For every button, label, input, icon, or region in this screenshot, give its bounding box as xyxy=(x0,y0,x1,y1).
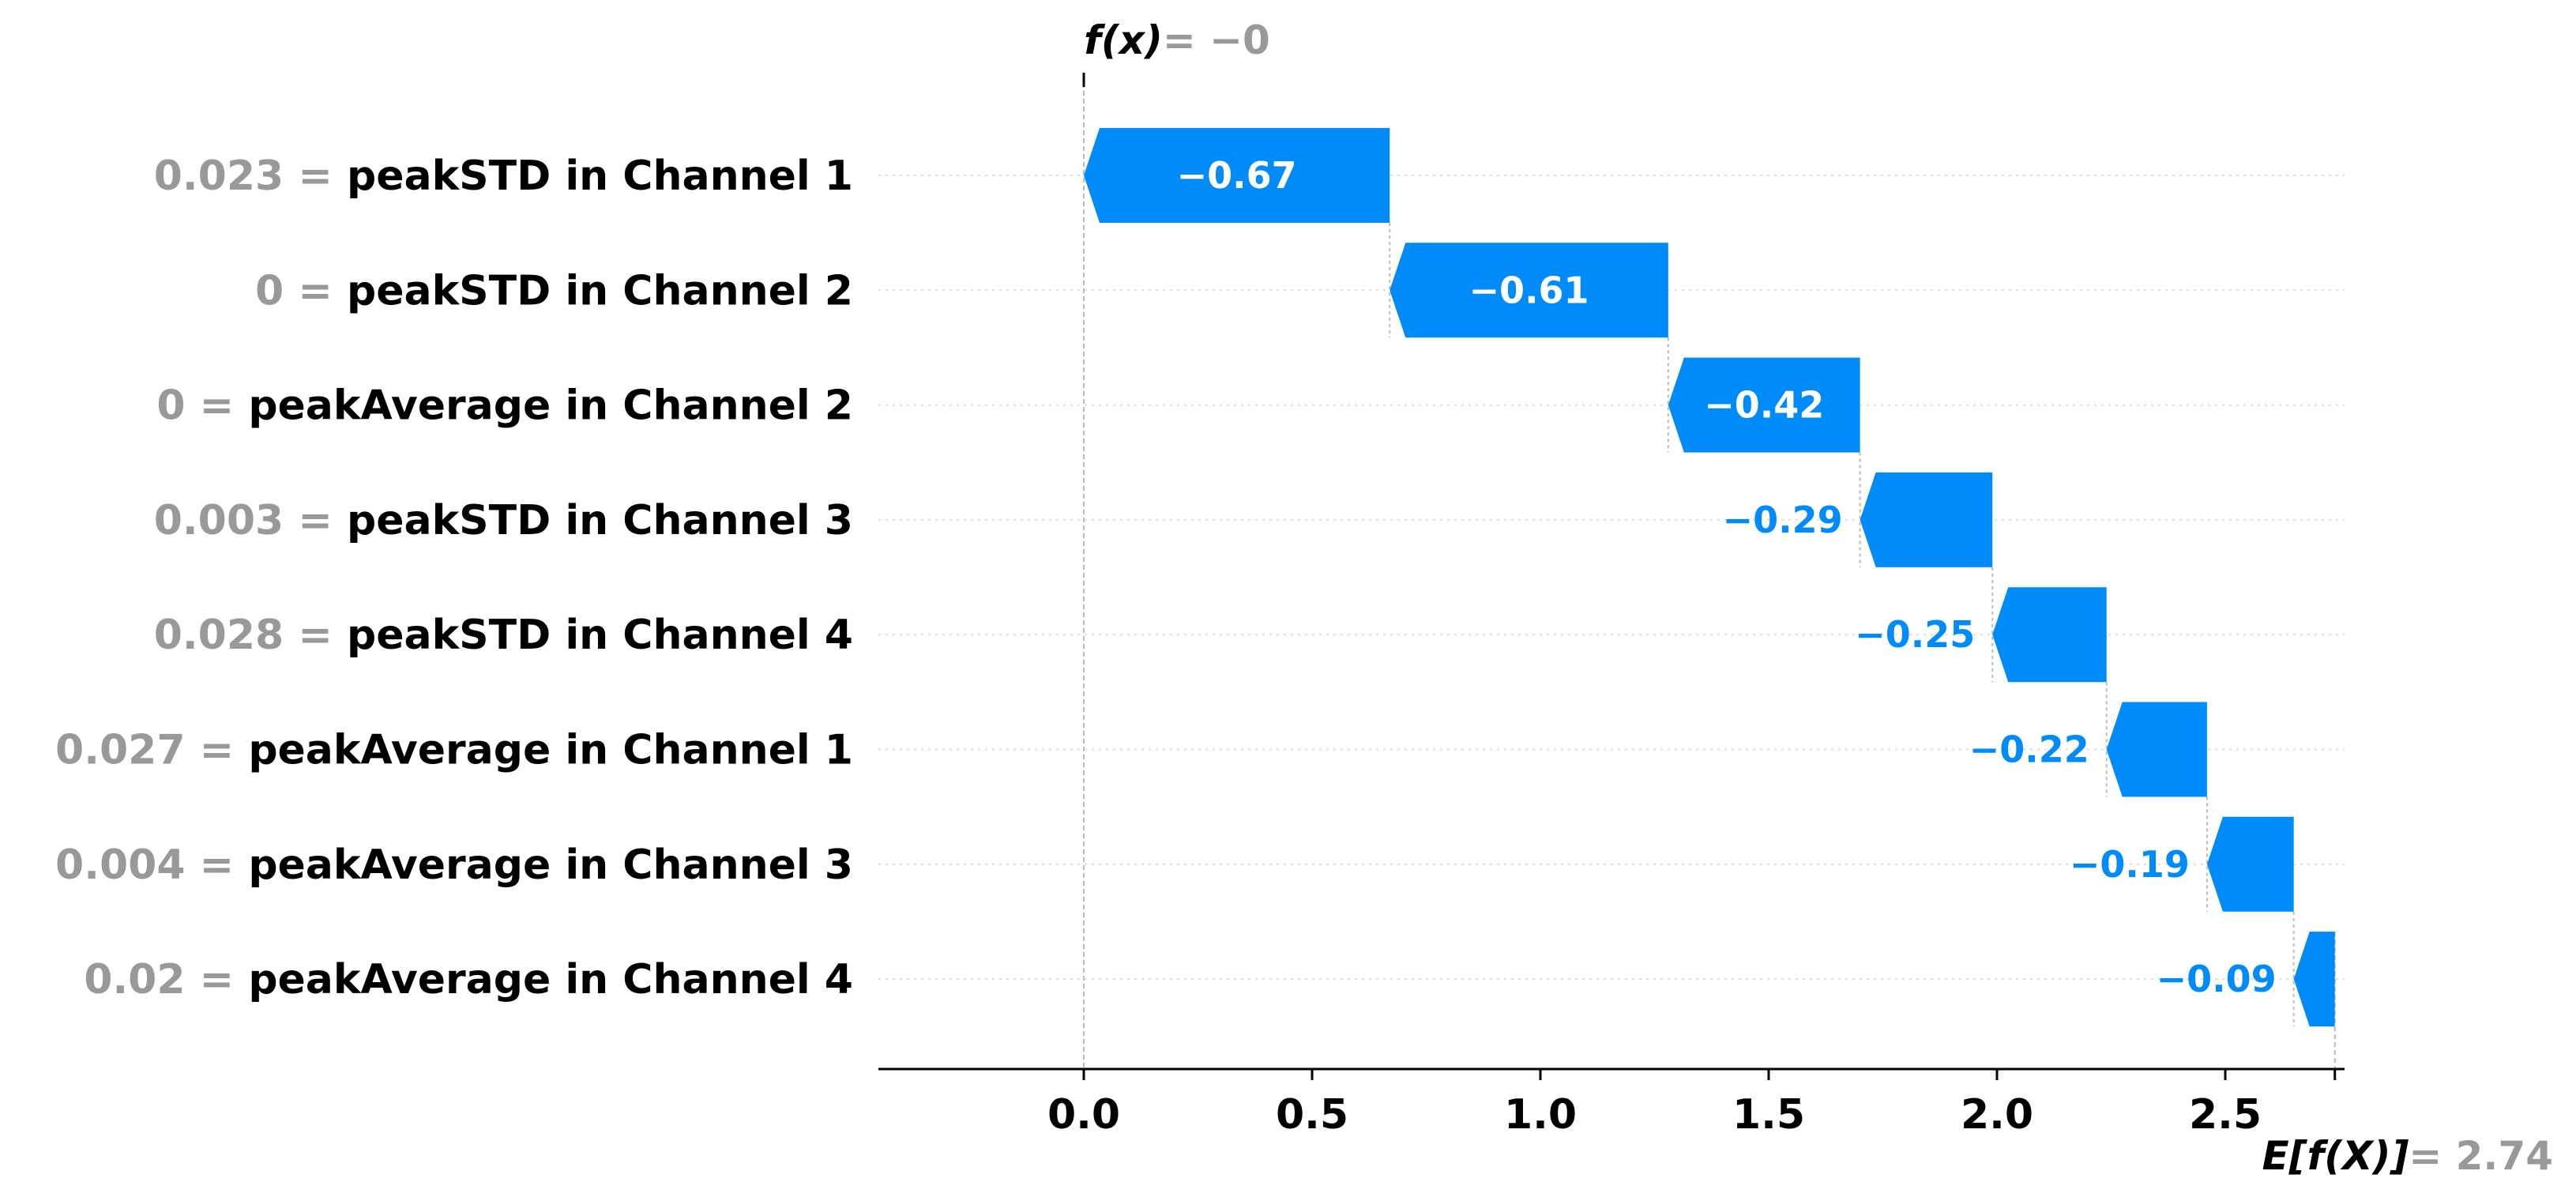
bar-value-label: −0.19 xyxy=(2070,843,2190,886)
feature-name: peakSTD in Channel 3 xyxy=(347,497,853,544)
expected-annotation: E[f(X)]= 2.74 xyxy=(2262,1133,2553,1179)
feature-label: 0.027 = peakAverage in Channel 1 xyxy=(55,727,853,774)
feature-label: 0.004 = peakAverage in Channel 3 xyxy=(55,841,853,889)
bar-value-label: −0.25 xyxy=(1855,613,1975,656)
feature-name: peakAverage in Channel 3 xyxy=(248,841,853,889)
feature-name: peakSTD in Channel 1 xyxy=(347,152,853,200)
bar-3 xyxy=(1668,357,1860,453)
fx-value: = −0 xyxy=(1163,17,1270,63)
feature-value: 0.02 = xyxy=(84,956,248,1003)
connector-lines xyxy=(1082,73,2336,1069)
bar-value-label: −0.42 xyxy=(1704,384,1824,427)
x-tick-label: 1.0 xyxy=(1504,1091,1577,1139)
feature-value: 0.027 = xyxy=(55,727,248,774)
fx-annotation: f(x)= −0 xyxy=(1084,17,1270,63)
annotations: f(x)= −0 E[f(X)]= 2.74 xyxy=(1084,17,2553,1179)
x-tick-label: 0.0 xyxy=(1047,1091,1120,1139)
bar-2 xyxy=(1390,243,1668,338)
feature-label: 0.003 = peakSTD in Channel 3 xyxy=(154,497,853,544)
feature-name: peakAverage in Channel 2 xyxy=(248,382,853,430)
bar-value-label: −0.29 xyxy=(1723,499,1843,541)
feature-name: peakAverage in Channel 4 xyxy=(248,956,853,1003)
feature-value: 0.004 = xyxy=(55,841,248,889)
bar-1 xyxy=(1084,128,1390,223)
feature-label: 0 = peakSTD in Channel 2 xyxy=(255,267,853,314)
bar-value-label: −0.09 xyxy=(2157,958,2277,1000)
feature-name: peakSTD in Channel 4 xyxy=(347,612,853,659)
expected-label: E[f(X)] xyxy=(2262,1133,2409,1179)
feature-value: 0 = xyxy=(255,267,347,314)
bar-value-label: −0.67 xyxy=(1177,154,1297,197)
bar-6 xyxy=(2106,702,2207,797)
bar-value-label: −0.22 xyxy=(1969,729,2089,771)
fx-label: f(x) xyxy=(1084,17,1163,63)
x-tick-label: 2.5 xyxy=(2189,1091,2262,1139)
bar-value-label: −0.61 xyxy=(1469,269,1589,311)
feature-value: 0.003 = xyxy=(154,497,347,544)
bar-value-labels: −0.67 −0.61 −0.42 −0.29 −0.25 −0.22 −0.19 −0.09 xyxy=(1177,154,2277,1000)
bar-8 xyxy=(2293,932,2335,1027)
feature-label: 0.02 = peakAverage in Channel 4 xyxy=(84,956,853,1003)
feature-label: 0 = peakAverage in Channel 2 xyxy=(156,382,853,430)
feature-name: peakSTD in Channel 2 xyxy=(347,267,853,314)
x-tick-label: 1.5 xyxy=(1732,1091,1805,1139)
feature-label: 0.023 = peakSTD in Channel 1 xyxy=(154,152,853,200)
bar-5 xyxy=(1992,587,2107,683)
expected-value: = 2.74 xyxy=(2409,1133,2553,1179)
feature-labels: 0.023 = peakSTD in Channel 1 0 = peakSTD … xyxy=(55,152,853,1003)
feature-name: peakAverage in Channel 1 xyxy=(248,727,853,774)
x-tick-label: 0.5 xyxy=(1276,1091,1348,1139)
bar-7 xyxy=(2206,816,2294,912)
feature-value: 0 = xyxy=(156,382,248,430)
bars xyxy=(1084,128,2335,1027)
bar-4 xyxy=(1860,472,1993,567)
x-tick-label: 2.0 xyxy=(1961,1091,2033,1139)
x-axis: 0.0 0.5 1.0 1.5 2.0 2.5 xyxy=(878,1067,2345,1139)
feature-label: 0.028 = peakSTD in Channel 4 xyxy=(154,612,853,659)
feature-value: 0.028 = xyxy=(154,612,347,659)
feature-value: 0.023 = xyxy=(154,152,347,200)
